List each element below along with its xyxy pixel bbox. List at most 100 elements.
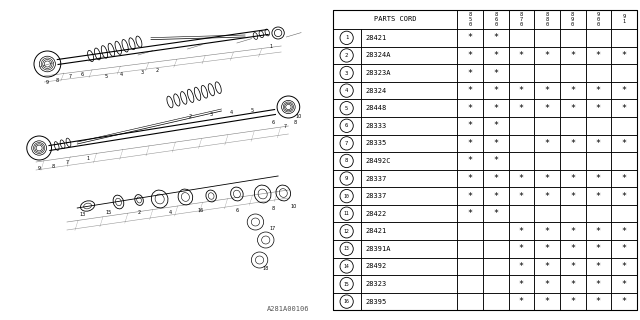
Bar [457,187,483,205]
Bar [586,100,611,117]
Bar [509,170,534,187]
Text: *: * [545,139,550,148]
Bar [360,135,457,152]
Text: *: * [621,86,627,95]
Text: 9
0
0: 9 0 0 [596,12,600,27]
Text: 28422: 28422 [365,211,387,217]
Bar [534,240,560,258]
Text: 8
7
0: 8 7 0 [520,12,523,27]
Bar [560,47,586,64]
Text: 1: 1 [86,156,89,161]
Bar [483,100,509,117]
Text: 17: 17 [270,226,276,230]
Bar [360,275,457,293]
Text: 7: 7 [68,74,72,78]
Bar [586,240,611,258]
Bar [333,117,360,135]
Text: 8: 8 [271,205,275,211]
Text: *: * [545,174,550,183]
Text: 28337: 28337 [365,193,387,199]
Bar [457,205,483,222]
Text: 28324: 28324 [365,88,387,94]
Bar [360,293,457,310]
Text: 6: 6 [81,71,84,76]
Bar [483,10,509,29]
Bar [483,222,509,240]
Text: 5: 5 [104,74,108,78]
Bar [509,187,534,205]
Bar [586,152,611,170]
Text: *: * [621,139,627,148]
Text: 28335: 28335 [365,140,387,146]
Text: *: * [570,174,575,183]
Text: 10: 10 [344,194,349,199]
Text: *: * [570,244,575,253]
Text: *: * [621,244,627,253]
Text: 16: 16 [198,209,204,213]
Text: 8
6
0: 8 6 0 [494,12,497,27]
Text: *: * [596,244,601,253]
Bar [457,29,483,47]
Bar [534,222,560,240]
Bar [509,117,534,135]
Bar [560,10,586,29]
Text: *: * [519,244,524,253]
Text: *: * [545,192,550,201]
Text: 12: 12 [344,229,349,234]
Text: *: * [468,33,472,42]
Text: *: * [621,192,627,201]
Text: 7: 7 [65,161,68,165]
Bar [509,100,534,117]
Bar [333,64,360,82]
Bar [457,152,483,170]
Text: 28395: 28395 [365,299,387,305]
Bar [509,82,534,100]
Text: 3: 3 [345,70,348,76]
Bar [333,222,360,240]
Text: 2: 2 [138,210,141,214]
Bar [611,222,637,240]
Text: 9: 9 [345,176,348,181]
Text: 18: 18 [262,266,269,270]
Bar [560,258,586,275]
Bar [560,135,586,152]
Text: *: * [570,86,575,95]
Bar [360,240,457,258]
Bar [611,293,637,310]
Bar [509,64,534,82]
Bar [611,170,637,187]
Bar [457,222,483,240]
Bar [333,258,360,275]
Bar [483,240,509,258]
Bar [586,222,611,240]
Text: *: * [468,121,472,130]
Bar [560,117,586,135]
Text: 9: 9 [38,165,41,171]
Bar [560,205,586,222]
Bar [611,117,637,135]
Text: *: * [570,297,575,306]
Bar [509,205,534,222]
Bar [333,170,360,187]
Text: PARTS CORD: PARTS CORD [374,16,416,22]
Text: *: * [596,297,601,306]
Bar [611,64,637,82]
Text: 6: 6 [236,207,239,212]
Text: *: * [493,51,498,60]
Bar [457,47,483,64]
Bar [360,47,457,64]
Bar [483,29,509,47]
Bar [560,222,586,240]
Bar [333,293,360,310]
Text: 5: 5 [345,106,348,111]
Text: *: * [493,209,498,218]
Bar [509,240,534,258]
Text: 2: 2 [156,68,159,73]
Text: *: * [468,104,472,113]
Text: *: * [621,174,627,183]
Text: *: * [519,174,524,183]
Bar [360,205,457,222]
Bar [611,152,637,170]
Text: 8: 8 [52,164,55,169]
Bar [360,152,457,170]
